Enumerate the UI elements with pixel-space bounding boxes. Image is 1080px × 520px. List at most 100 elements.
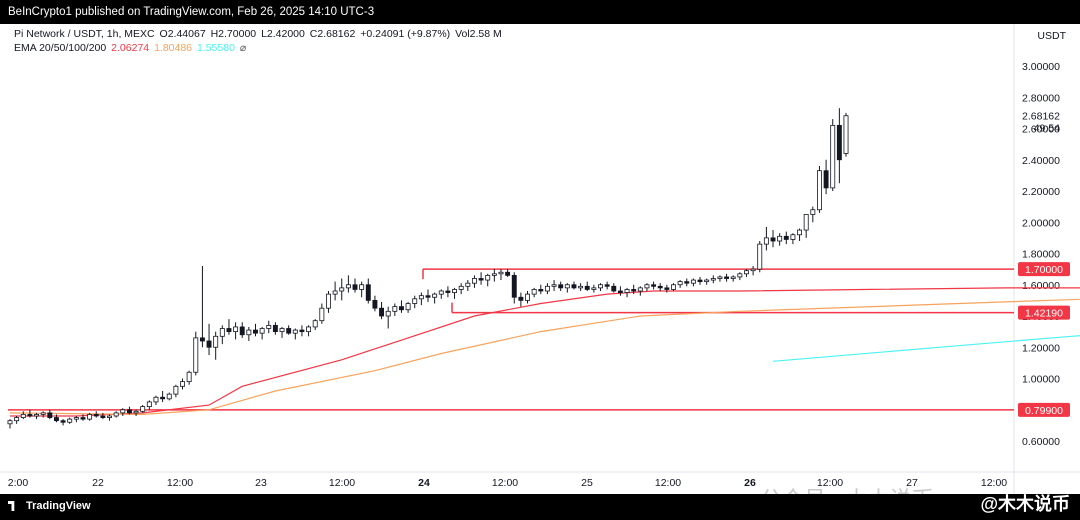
candle-body (803, 214, 809, 231)
time-tick-label: 12:00 (981, 477, 1007, 489)
candle-body (146, 401, 152, 408)
ema-label[interactable]: EMA 20/50/100/200 (14, 42, 107, 54)
time-tick-label: 23 (255, 477, 267, 489)
candle-body (471, 278, 477, 284)
candle-body (153, 396, 159, 403)
candle-body (425, 295, 431, 298)
support-level-badge (1018, 305, 1070, 320)
candle-body (571, 284, 577, 289)
time-tick-label: 2:00 (8, 477, 29, 489)
candle-body (359, 284, 365, 290)
candle-body (558, 284, 564, 289)
close-value: C2.68162 (309, 28, 356, 40)
candle-body (671, 284, 676, 290)
ema100-value: 1.55580 (196, 42, 235, 54)
candle-body (498, 271, 504, 275)
candle-body (478, 278, 484, 281)
candle-body (405, 303, 411, 311)
candle-body (286, 328, 292, 334)
candle-body (538, 289, 544, 292)
support-level-badge (1018, 262, 1070, 277)
symbol-label[interactable]: Pi Network / USDT, 1h, MEXC (14, 28, 155, 40)
candle-body (717, 276, 723, 279)
candle-body (246, 329, 252, 336)
candle-body (365, 284, 371, 301)
publisher-bar: BeInCrypto1 published on TradingView.com… (0, 0, 1080, 24)
candle-body (604, 284, 610, 287)
candle-body (20, 414, 26, 418)
candle-body (724, 276, 730, 279)
ema-line (10, 287, 1080, 417)
time-tick-label: 26 (744, 477, 756, 489)
candle-body (27, 414, 33, 417)
legend-line-2: EMA 20/50/100/200 2.06274 1.80486 1.5558… (14, 42, 248, 54)
candle-body (239, 326, 245, 336)
countdown-label: 49:54 (1034, 123, 1060, 135)
candle-body (312, 320, 318, 328)
price-tick-label: 2.20000 (1022, 186, 1060, 198)
time-tick-label: 24 (418, 477, 430, 489)
price-tick-label: 1.20000 (1022, 342, 1060, 354)
candle-body (770, 237, 776, 242)
candle-body (47, 412, 53, 418)
candle-body (651, 284, 657, 287)
currency-label[interactable]: USDT (1037, 30, 1066, 42)
candle-body (199, 337, 205, 342)
candle-body (226, 328, 232, 333)
candle-body (60, 420, 66, 423)
candle-body (697, 279, 703, 283)
price-tick-label: 3.00000 (1022, 61, 1060, 73)
candle-body (87, 414, 93, 420)
chart-area[interactable]: Pi Network / USDT, 1h, MEXC O2.44067 H2.… (0, 24, 1080, 512)
candle-body (551, 284, 557, 287)
candle-body (299, 329, 305, 333)
candle-body (418, 295, 424, 300)
candle-body (399, 306, 404, 311)
candle-body (14, 417, 20, 422)
candle-body (511, 274, 517, 298)
candle-body (677, 281, 683, 286)
hide-icon[interactable]: ⌀ (239, 42, 247, 54)
candle-body (564, 284, 570, 289)
candle-body (272, 324, 278, 333)
candle-body (591, 287, 597, 290)
candle-body (757, 243, 763, 270)
time-tick-label: 22 (92, 477, 104, 489)
candle-body (465, 282, 471, 287)
high-value: H2.70000 (210, 28, 257, 40)
candle-body (34, 414, 39, 417)
candle-body (544, 285, 550, 292)
candle-body (737, 273, 743, 278)
candle-body (73, 417, 79, 420)
candle-body (193, 337, 199, 373)
candle-body (438, 290, 444, 295)
candle-body (80, 417, 86, 420)
time-tick-label: 12:00 (329, 477, 355, 489)
candle-body (107, 415, 112, 418)
candle-body (40, 412, 46, 415)
candle-body (53, 417, 59, 422)
candle-body (120, 409, 126, 414)
chart-svg[interactable]: 3.00000 2.80000 2.60000 2.40000 2.20000 2.000… (0, 24, 1080, 494)
support-level-label: 0.79900 (1025, 405, 1063, 417)
publisher-text: BeInCrypto1 published on TradingView.com… (8, 6, 375, 18)
candle-body (664, 287, 670, 290)
ema50-value: 1.80486 (154, 42, 193, 54)
candle-body (219, 328, 225, 337)
candle-body (823, 170, 829, 189)
candle-body (690, 279, 696, 284)
volume-value: Vol2.58 M (455, 28, 502, 40)
tradingview-logo[interactable]: TradingView (8, 500, 91, 512)
price-tick-label: 0.60000 (1022, 436, 1060, 448)
ema-line (772, 335, 1080, 362)
candle-body (485, 274, 491, 281)
candle-body (7, 420, 13, 425)
candle-body (445, 290, 451, 293)
candle-body (458, 285, 464, 290)
candle-body (213, 335, 219, 348)
candle-body (412, 298, 418, 304)
candle-body (525, 293, 530, 301)
candle-body (332, 290, 338, 295)
candle-body (617, 290, 623, 293)
price-tick-label: 2.00000 (1022, 217, 1060, 229)
